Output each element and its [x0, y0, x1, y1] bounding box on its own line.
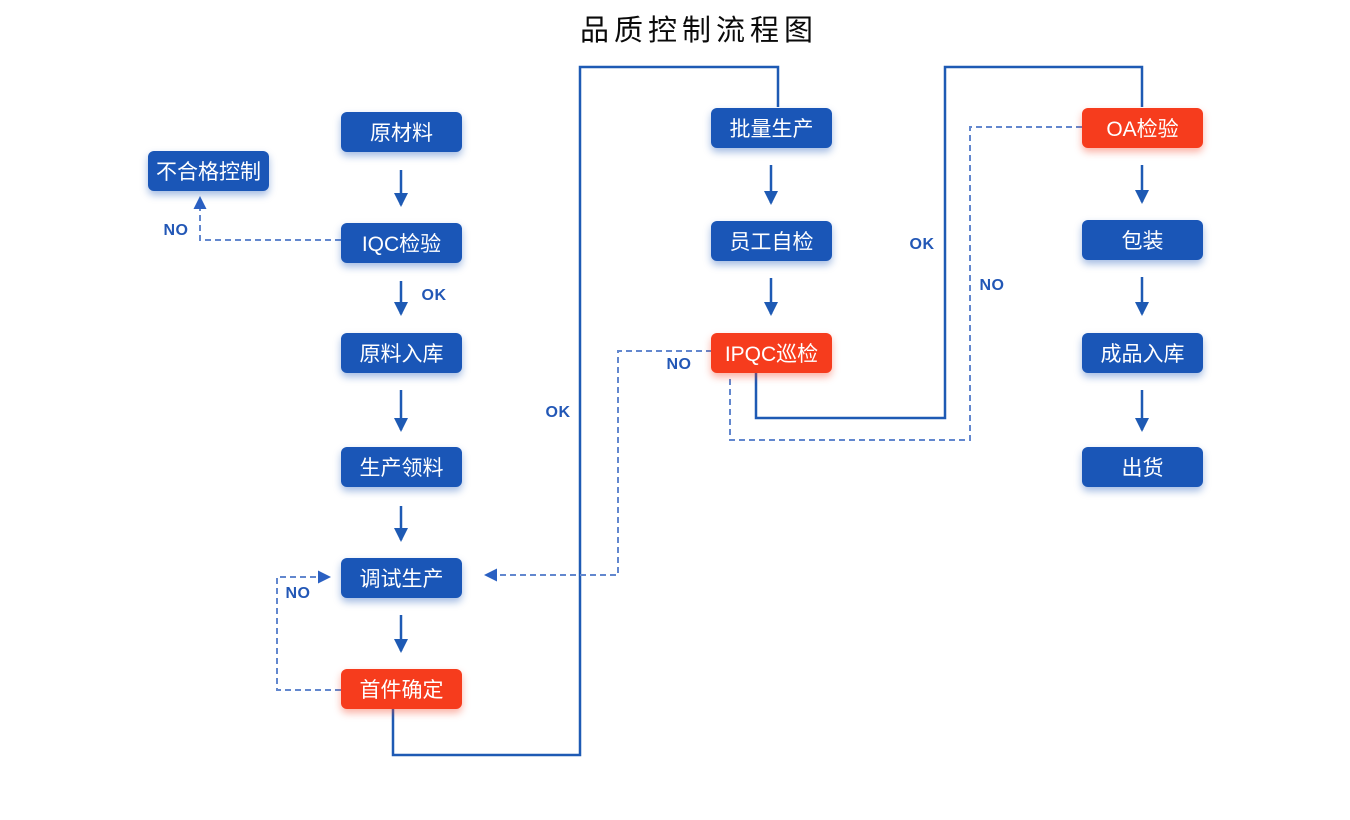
- label-iqc-no: NO: [163, 222, 189, 239]
- label-ipqc-no: NO: [666, 356, 692, 373]
- page-title: 品质控制流程图: [579, 13, 819, 47]
- node-oa-inspection: OA检验: [1082, 108, 1203, 148]
- solid-arrows: [394, 165, 1149, 653]
- node-finished-storage: 成品入库: [1082, 333, 1203, 373]
- node-packaging: 包装: [1082, 220, 1203, 260]
- node-iqc-inspection: IQC检验: [341, 223, 462, 263]
- node-defect-control: 不合格控制: [148, 151, 269, 191]
- node-trial-production: 调试生产: [341, 558, 462, 598]
- edge-firstarticle-to-mass-ok: [391, 65, 780, 757]
- node-first-article: 首件确定: [341, 669, 462, 709]
- edge-ipqc-to-oa-ok: [754, 65, 1144, 420]
- node-material-picking: 生产领料: [341, 447, 462, 487]
- edge-oa-to-ipqc-no: [729, 126, 1082, 441]
- node-self-inspection: 员工自检: [711, 221, 832, 261]
- node-mass-production: 批量生产: [711, 108, 832, 148]
- label-first-article-ok: OK: [545, 404, 571, 421]
- label-first-article-no: NO: [285, 585, 311, 602]
- edge-ipqc-to-trial-no: [484, 350, 712, 582]
- node-ipqc-inspection: IPQC巡检: [711, 333, 832, 373]
- edge-firstarticle-to-trial-no: [276, 570, 341, 691]
- label-iqc-ok: OK: [421, 287, 447, 304]
- dashed-no-paths: [193, 126, 1082, 691]
- solid-ok-paths: [391, 65, 1144, 757]
- node-raw-material: 原材料: [341, 112, 462, 152]
- label-oa-no: NO: [979, 277, 1005, 294]
- node-shipment: 出货: [1082, 447, 1203, 487]
- node-material-storage: 原料入库: [341, 333, 462, 373]
- edge-iqc-to-defectcontrol-no: [193, 196, 341, 241]
- label-ipqc-ok: OK: [909, 236, 935, 253]
